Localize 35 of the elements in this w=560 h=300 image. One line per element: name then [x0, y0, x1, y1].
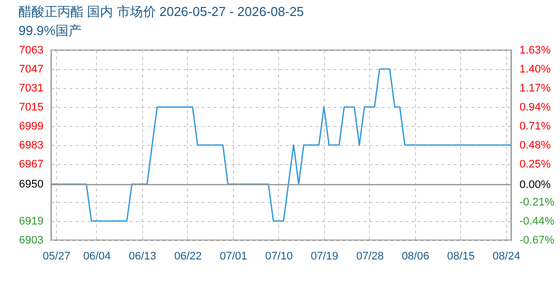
y2-tick-label: -0.44%	[520, 216, 555, 228]
y2-tick-label: 0.48%	[520, 140, 551, 152]
y2-tick-label: 0.71%	[520, 120, 551, 132]
x-tick-label: 08/24	[492, 250, 520, 262]
x-tick-label: 07/28	[356, 250, 384, 262]
y-tick-label: 6967	[19, 158, 44, 170]
y2-tick-label: 1.40%	[520, 64, 551, 76]
line-series	[51, 68, 511, 222]
x-tick-label: 06/04	[83, 250, 111, 262]
y2-tick-label: -0.21%	[520, 196, 555, 208]
y-tick-label: 6983	[19, 140, 44, 152]
y2-tick-label: 1.17%	[520, 82, 551, 94]
x-tick-label: 08/15	[447, 250, 475, 262]
y2-tick-label: 0.94%	[520, 102, 551, 114]
y-tick-label: 6999	[19, 120, 44, 132]
x-tick-label: 07/01	[220, 250, 248, 262]
y-tick-label: 7047	[19, 64, 44, 76]
x-tick-label: 07/19	[310, 250, 338, 262]
y2-tick-label: 0.00%	[520, 179, 551, 192]
y2-tick-label: 0.25%	[520, 158, 551, 170]
y-tick-label: 7063	[19, 44, 44, 56]
y-tick-label: 6919	[19, 216, 44, 228]
chart-subtitle: 99.9%国产	[18, 23, 82, 38]
x-tick-label: 05/27	[42, 250, 70, 262]
chart-title: 醋酸正丙酯 国内 市场价 2026-05-27 - 2026-08-25	[18, 4, 304, 19]
x-tick-label: 06/13	[128, 250, 156, 262]
y-tick-label: 6950	[19, 178, 44, 191]
y-tick-label: 7015	[19, 102, 44, 114]
y2-tick-label: 1.63%	[520, 44, 551, 56]
y-tick-label: 7031	[19, 82, 44, 94]
y-tick-label: 6903	[19, 234, 44, 246]
y2-tick-label: -0.67%	[520, 234, 555, 246]
x-tick-label: 07/10	[265, 250, 293, 262]
x-tick-label: 08/06	[402, 250, 430, 262]
x-tick-label: 06/22	[174, 250, 202, 262]
